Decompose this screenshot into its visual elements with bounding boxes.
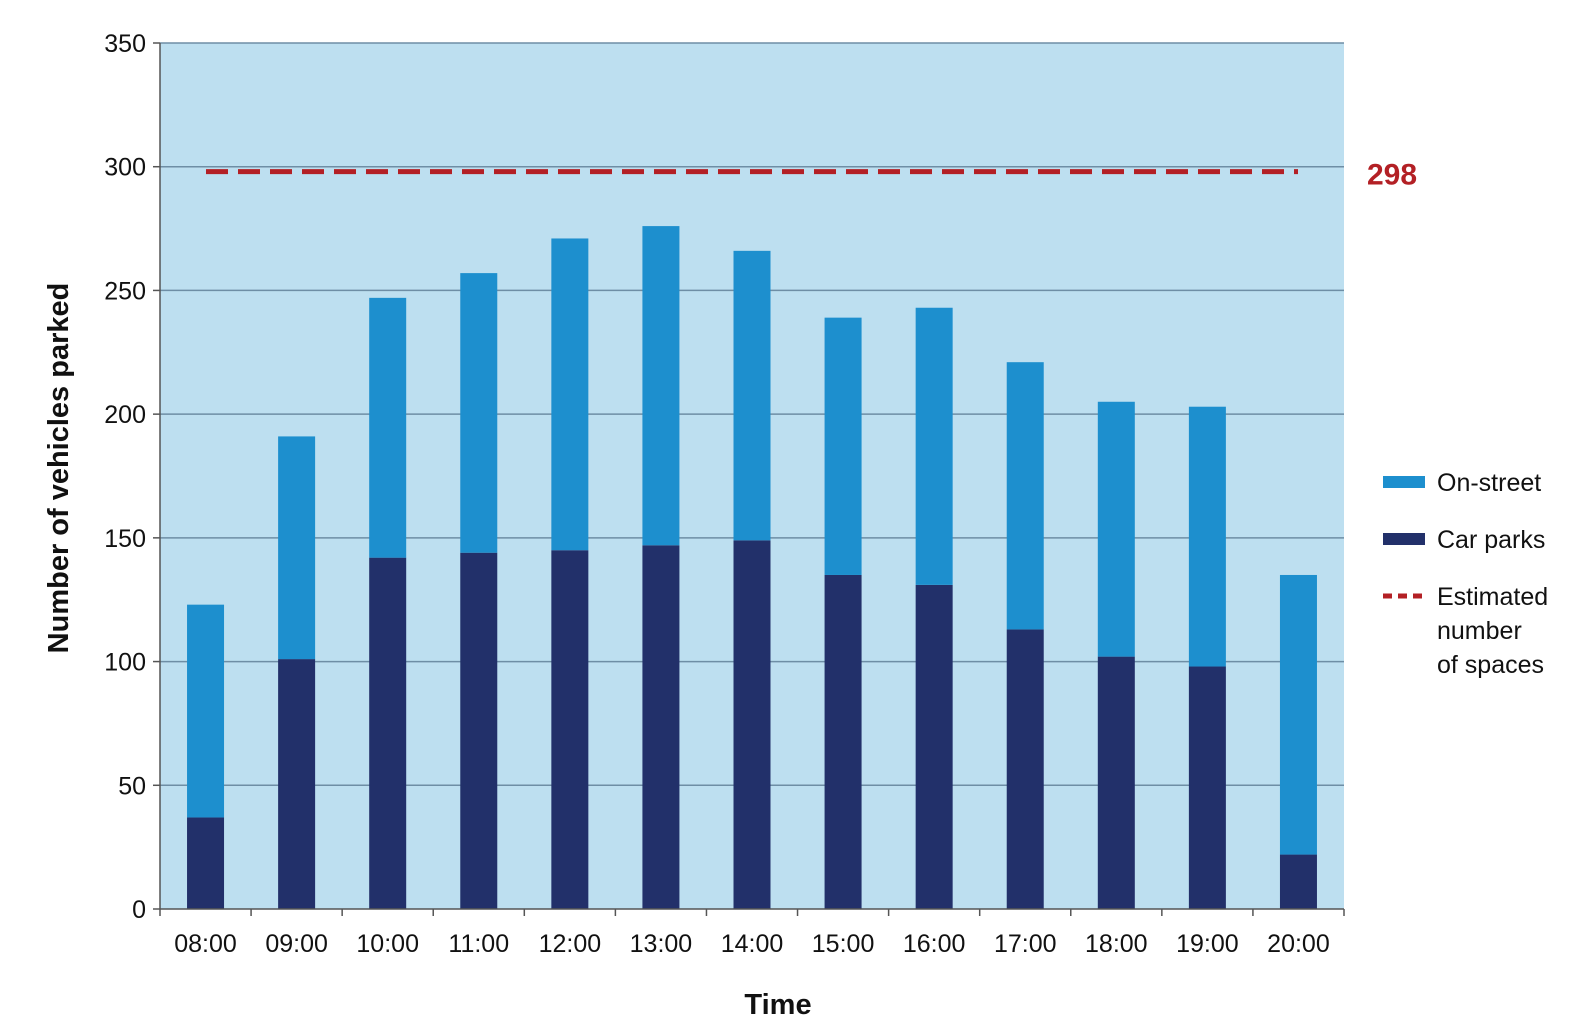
bar-car-parks-2000 <box>1279 854 1317 909</box>
reference-line-value-label: 298 <box>1367 159 1417 192</box>
bar-car-parks-0900 <box>278 659 316 909</box>
x-tick-label-1400: 14:00 <box>721 930 784 958</box>
legend-item-estimated-number-of-spaces-label-2: of spaces <box>1437 651 1544 679</box>
legend: On-street Car parks Estimated number of spac… <box>1383 469 1548 679</box>
bar-on-street-1700 <box>1006 362 1044 630</box>
bar-on-street-2000 <box>1279 574 1317 855</box>
x-tick-label-0900: 09:00 <box>265 930 328 958</box>
x-tick-label-1100: 11:00 <box>448 930 509 958</box>
x-tick-labels: 08:00 09:00 10:00 11:00 12:00 13:00 14:00 15:00… <box>174 930 1329 958</box>
x-tick-label-1800: 18:00 <box>1085 930 1148 958</box>
bar-on-street-0900 <box>278 436 316 660</box>
x-tick-label-1500: 15:00 <box>812 930 875 958</box>
bar-on-street-1500 <box>824 317 862 575</box>
x-tick-label-1700: 17:00 <box>994 930 1057 958</box>
x-tick-label-1000: 10:00 <box>356 930 419 958</box>
bar-on-street-1600 <box>915 307 953 585</box>
bar-on-street-1100 <box>460 273 498 553</box>
y-tick-label-100: 100 <box>104 649 146 677</box>
bar-car-parks-1200 <box>551 550 589 909</box>
y-tick-label-350: 350 <box>104 30 146 58</box>
bar-car-parks-1900 <box>1188 666 1226 909</box>
bar-car-parks-1300 <box>642 545 680 909</box>
reference-line-group: 298 <box>206 159 1417 192</box>
y-tick-label-150: 150 <box>104 525 146 553</box>
y-tick-label-300: 300 <box>104 154 146 182</box>
bar-on-street-1200 <box>551 238 589 551</box>
legend-item-car-parks-label-0: Car parks <box>1437 526 1545 554</box>
x-tick-label-1600: 16:00 <box>903 930 966 958</box>
legend-item-car-parks-swatch <box>1383 533 1425 545</box>
bar-car-parks-1100 <box>460 552 498 909</box>
bar-car-parks-1400 <box>733 540 771 909</box>
legend-item-estimated-number-of-spaces-label-1: number <box>1437 617 1522 645</box>
bar-on-street-1000 <box>369 297 407 558</box>
x-axis-title: Time <box>744 989 811 1021</box>
bar-on-street-0800 <box>187 604 225 818</box>
y-tick-label-250: 250 <box>104 277 146 305</box>
bars <box>187 226 1317 909</box>
y-tick-label-0: 0 <box>132 896 146 924</box>
bar-car-parks-1600 <box>915 584 953 909</box>
y-tick-label-50: 50 <box>118 772 146 800</box>
x-tick-label-1900: 19:00 <box>1176 930 1239 958</box>
x-tick-label-1300: 13:00 <box>630 930 693 958</box>
legend-item-on-street-label-0: On-street <box>1437 469 1541 497</box>
y-tick-labels: 0 50 100 150 200 250 300 350 <box>104 30 146 924</box>
bar-on-street-1800 <box>1097 401 1135 657</box>
y-axis-title: Number of vehicles parked <box>43 283 75 654</box>
bar-car-parks-1000 <box>369 557 407 909</box>
legend-item-estimated-number-of-spaces-label-0: Estimated <box>1437 583 1548 611</box>
axes <box>153 42 1345 916</box>
x-tick-label-2000: 20:00 <box>1267 930 1330 958</box>
x-tick-label-1200: 12:00 <box>539 930 602 958</box>
bar-car-parks-0800 <box>187 817 225 909</box>
bar-car-parks-1500 <box>824 574 862 909</box>
legend-item-on-street-swatch <box>1383 476 1425 488</box>
bar-car-parks-1700 <box>1006 629 1044 909</box>
bar-on-street-1300 <box>642 226 680 546</box>
y-tick-label-200: 200 <box>104 401 146 429</box>
bar-on-street-1900 <box>1188 406 1226 667</box>
bar-car-parks-1800 <box>1097 656 1135 909</box>
bar-on-street-1400 <box>733 250 771 541</box>
x-tick-label-0800: 08:00 <box>174 930 237 958</box>
